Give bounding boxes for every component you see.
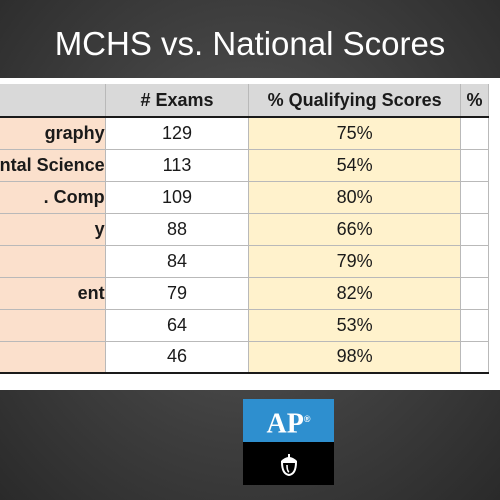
ap-logo-top: AP® [243,399,334,442]
subject-cell: ntal Science [0,149,106,182]
exams-cell: 64 [105,309,250,342]
table-row: 64 53% [0,309,490,342]
exams-cell: 84 [105,245,250,278]
exams-cell: 109 [105,181,250,214]
table-row: 46 98% [0,341,490,374]
subject-cell [0,309,106,342]
pct-cell: 75% [248,117,461,150]
pct-cell: 53% [248,309,461,342]
next-cell [460,245,490,278]
exams-cell: 88 [105,213,250,246]
pct-cell: 98% [248,341,461,374]
slide-title: MCHS vs. National Scores [54,25,446,62]
acorn-icon [280,453,297,476]
ap-logo-bottom [243,442,334,485]
header-next: % [460,84,490,118]
table-row: ntal Science 113 54% [0,149,490,182]
table-row: y 88 66% [0,213,490,246]
next-cell [460,181,490,214]
subject-cell: . Comp [0,181,106,214]
ap-logo-text: AP [266,408,304,440]
registered-mark: ® [303,414,311,424]
header-subject [0,84,106,118]
subject-cell [0,245,106,278]
subject-cell: graphy [0,117,106,150]
subject-cell [0,341,106,374]
next-cell [460,117,490,150]
pct-cell: 54% [248,149,461,182]
pct-cell: 82% [248,277,461,310]
next-cell [460,341,490,374]
table-row: ent 79 82% [0,277,490,310]
next-cell [460,149,490,182]
ap-logo: AP® [243,399,334,485]
pct-cell: 80% [248,181,461,214]
table-row: graphy 129 75% [0,117,490,150]
exams-cell: 46 [105,341,250,374]
table-row: 84 79% [0,245,490,278]
scores-table: # Exams % Qualifying Scores % graphy 129… [0,84,490,374]
subject-cell: ent [0,277,106,310]
next-cell [460,277,490,310]
header-qualifying: % Qualifying Scores [248,84,461,118]
table-row: . Comp 109 80% [0,181,490,214]
pct-cell: 66% [248,213,461,246]
next-cell [460,213,490,246]
exams-cell: 113 [105,149,250,182]
header-row: # Exams % Qualifying Scores % [0,84,490,118]
header-exams: # Exams [105,84,250,118]
subject-cell: y [0,213,106,246]
next-cell [460,309,490,342]
pct-cell: 79% [248,245,461,278]
exams-cell: 79 [105,277,250,310]
exams-cell: 129 [105,117,250,150]
